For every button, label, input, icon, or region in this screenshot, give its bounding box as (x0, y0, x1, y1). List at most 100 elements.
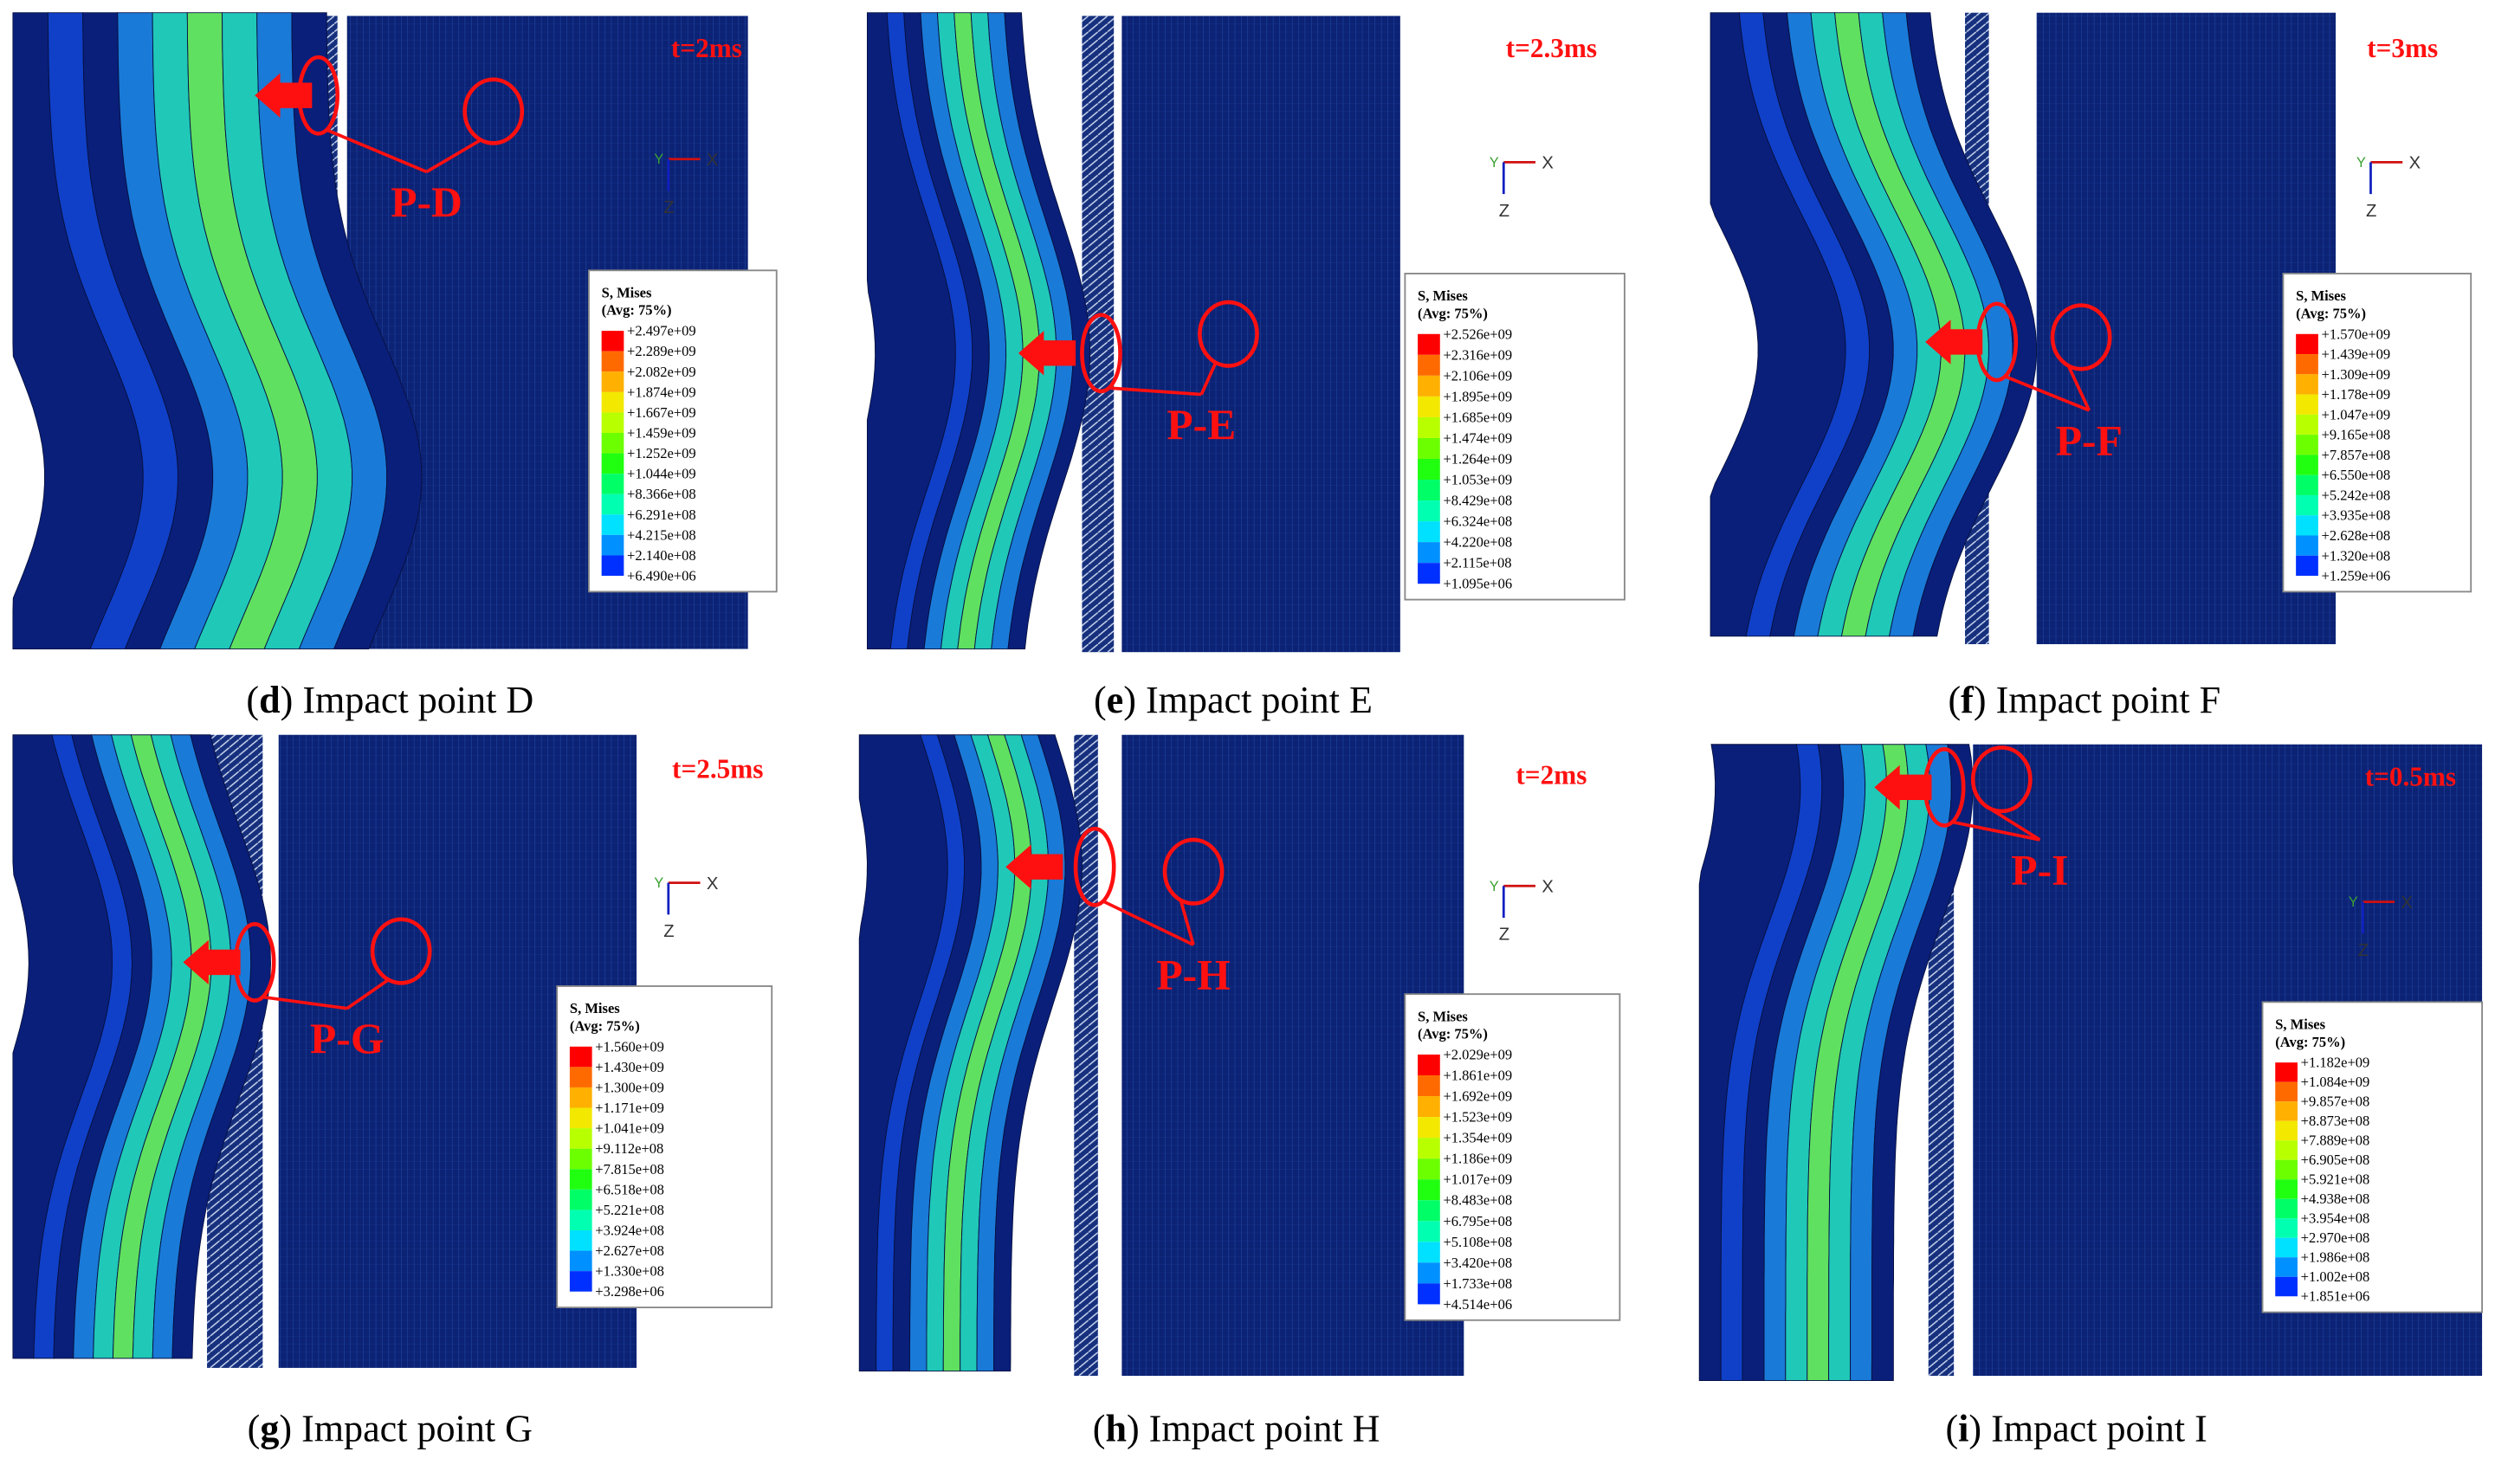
legend-value: +1.692e+09 (1443, 1088, 1512, 1105)
legend-subtitle: (Avg: 75%) (1418, 305, 1488, 321)
highlight-circle (1162, 837, 1225, 906)
highlight-circle (370, 917, 432, 985)
legend-swatch (601, 371, 624, 392)
legend-value: +7.857e+08 (2322, 447, 2391, 463)
panel: P-G t=2.5ms Y X Z S, Mises(Avg: 75%) +1.560e+0… (12, 734, 773, 1449)
caption-rest: ) Impact point H (1127, 1407, 1380, 1449)
structure-layer (291, 12, 423, 649)
legend-swatch (1418, 375, 1440, 397)
legend-title: S, Mises (2275, 1016, 2325, 1033)
legend-value: +1.459e+09 (627, 425, 696, 442)
point-label: P-I (2011, 846, 2068, 894)
legend-swatch (2296, 515, 2318, 536)
caption-letter: h (1105, 1407, 1127, 1449)
highlight-circle (1073, 826, 1116, 907)
caption-rest: ) Impact point G (279, 1407, 533, 1449)
triad-label: Z (2366, 202, 2376, 221)
caption: (h) Impact point H (1093, 1407, 1380, 1449)
time-label: t=0.5ms (2365, 762, 2456, 792)
legend-value: +9.857e+08 (2301, 1094, 2370, 1110)
legend-swatch (1418, 500, 1440, 522)
legend-swatch (2296, 374, 2318, 395)
connector (1953, 820, 2040, 842)
legend-swatch (2296, 455, 2318, 475)
legend-value: +2.628e+08 (2322, 527, 2391, 544)
connector (2066, 365, 2091, 411)
legend-value: +2.627e+08 (595, 1242, 664, 1259)
legend-value: +1.986e+08 (2301, 1249, 2370, 1266)
caption-rest: ) Impact point F (1974, 679, 2220, 721)
legend-value: +1.523e+09 (1443, 1109, 1512, 1126)
legend-swatch (2296, 354, 2318, 375)
panel: P-F t=3ms Y X Z S, Mises(Avg: 75%) +1.570e+09 +… (1710, 12, 2472, 721)
legend-swatch (1418, 1158, 1440, 1180)
legend-swatch (569, 1210, 592, 1230)
triad-label: X (707, 151, 719, 170)
triad-label: Y (1490, 878, 1499, 894)
impact-arrow (183, 939, 241, 985)
point-label: P-F (2056, 416, 2123, 464)
caption-open: ( (1093, 1407, 1106, 1449)
time-label: t=2ms (1516, 760, 1587, 790)
legend-swatch (2275, 1257, 2298, 1277)
caption-letter: e (1107, 679, 1124, 721)
legend-box (1404, 273, 1626, 601)
legend-subtitle: (Avg: 75%) (2296, 305, 2366, 321)
legend-value: +1.320e+08 (2322, 547, 2391, 564)
triad-label: X (707, 874, 719, 894)
legend-swatch (601, 514, 624, 535)
legend-value: +1.084e+09 (2301, 1074, 2370, 1090)
connector (425, 139, 482, 173)
legend-value: +4.938e+08 (2301, 1190, 2370, 1207)
legend-value: +1.186e+09 (1443, 1151, 1512, 1167)
point-label: P-D (391, 178, 462, 226)
legend-value: +1.002e+08 (2301, 1268, 2370, 1285)
legend-value: +3.924e+08 (595, 1222, 664, 1238)
legend-swatch (1418, 1200, 1440, 1222)
legend-swatch (1418, 1054, 1440, 1076)
legend-swatch (2275, 1179, 2298, 1199)
legend-value: +1.439e+09 (2322, 346, 2391, 363)
legend-title: S, Mises (1418, 1008, 1468, 1024)
legend-value: +1.264e+09 (1443, 451, 1512, 468)
impact-arrow (1874, 765, 1932, 810)
legend-swatch (1418, 1221, 1440, 1242)
legend-swatch (2275, 1198, 2298, 1219)
triad-label: Y (2349, 894, 2358, 910)
legend-swatch (1418, 458, 1440, 481)
legend-swatch (1418, 354, 1440, 376)
connector (1988, 806, 2041, 842)
caption-open: ( (1948, 679, 1961, 721)
legend-value: +6.324e+08 (1443, 513, 1512, 530)
impact-arrow (1925, 319, 1983, 365)
legend-swatch (601, 534, 624, 556)
legend-value: +1.178e+09 (2322, 386, 2391, 403)
legend-swatch (1418, 396, 1440, 417)
legend-value: +6.518e+08 (595, 1181, 664, 1197)
legend-swatch (1418, 1117, 1440, 1139)
legend-swatch (569, 1271, 592, 1292)
panel: P-E t=2.3ms Y X Z S, Mises(Avg: 75%) +2.526e+0… (866, 12, 1626, 721)
connector (2006, 375, 2091, 412)
structure-layer (1871, 744, 1974, 1382)
legend-value: +2.029e+09 (1443, 1046, 1512, 1062)
connector (1103, 900, 1194, 946)
legend-subtitle: (Avg: 75%) (1418, 1026, 1488, 1042)
time-label: t=3ms (2367, 33, 2438, 63)
legend-swatch (2275, 1218, 2298, 1238)
legend-value: +2.289e+09 (627, 343, 696, 359)
caption-letter: d (259, 679, 281, 721)
connector (1179, 900, 1195, 945)
highlight-circle (233, 922, 276, 1003)
legend-value: +3.954e+08 (2301, 1210, 2370, 1227)
legend-box (1404, 993, 1621, 1321)
legend-value: +1.095e+06 (1443, 576, 1512, 592)
legend-value: +1.252e+09 (627, 445, 696, 461)
impact-arrow (1018, 331, 1076, 376)
legend-value: +1.354e+09 (1443, 1130, 1512, 1146)
panel: P-H t=2ms Y X Z S, Mises (Avg: 75%) +2.029e+09 +… (858, 734, 1621, 1449)
legend-value: +1.300e+09 (595, 1079, 664, 1095)
legend-subtitle: (Avg: 75%) (570, 1017, 640, 1034)
legend-swatch (601, 474, 624, 494)
legend-title: S, Mises (602, 285, 652, 301)
